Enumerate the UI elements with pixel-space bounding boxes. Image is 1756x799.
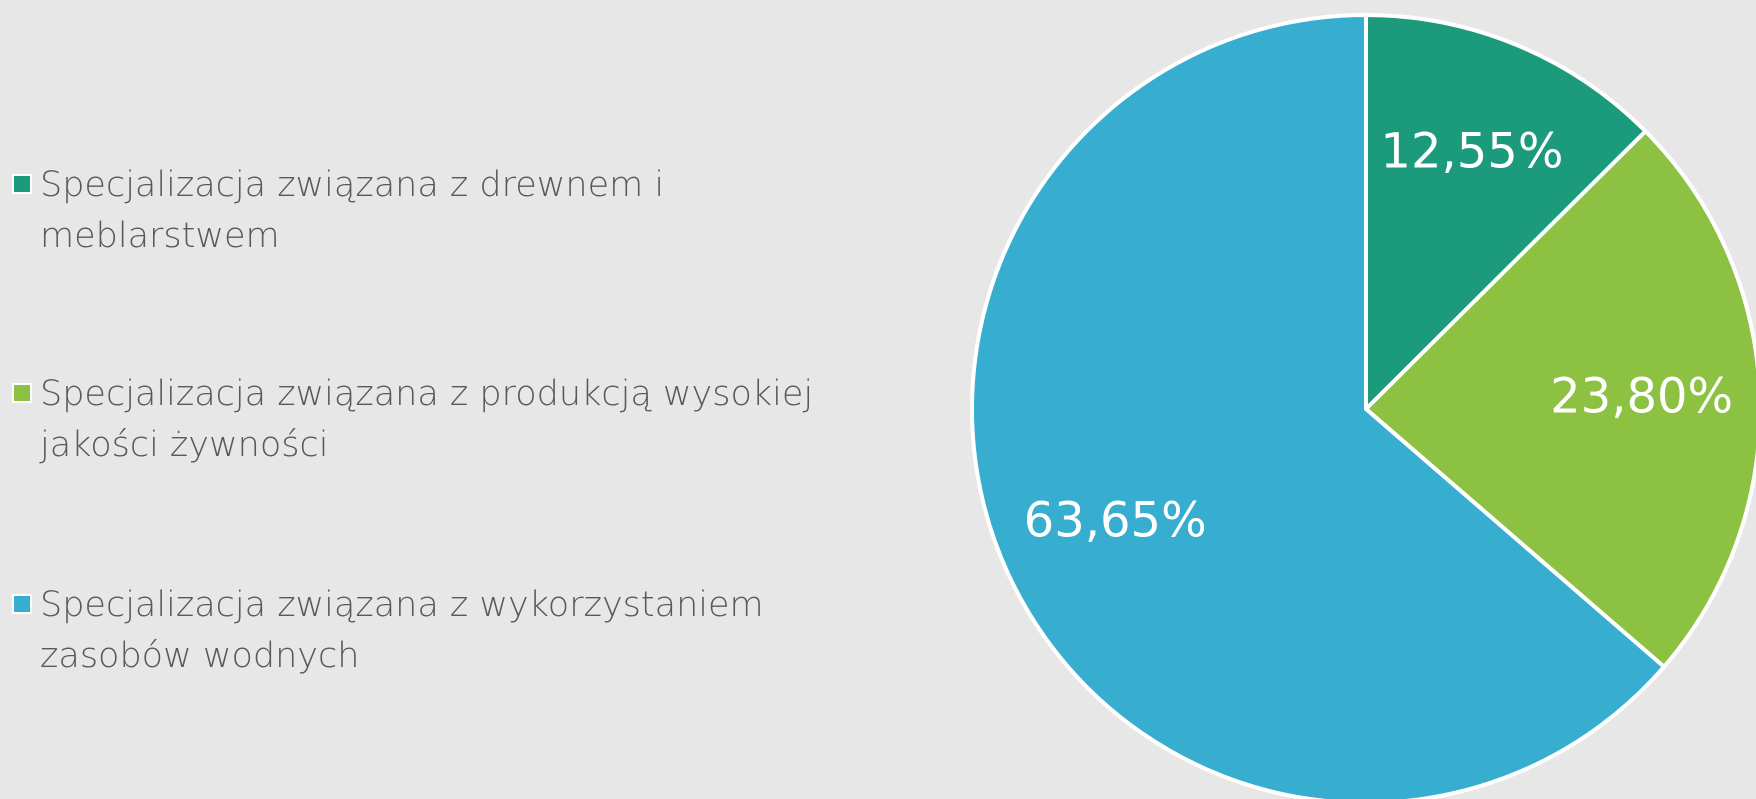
legend-swatch — [12, 594, 32, 614]
legend-swatch — [12, 383, 32, 403]
legend-swatch — [12, 174, 32, 194]
legend-label: Specjalizacja związana z drewnem i mebla… — [40, 165, 665, 256]
data-label: 63,65% — [1024, 493, 1207, 549]
legend-label: Specjalizacja związana z wykorzystaniem … — [40, 585, 764, 676]
legend-entry: Specjalizacja związana z drewnem i mebla… — [12, 160, 912, 262]
legend-entry: Specjalizacja związana z wykorzystaniem … — [12, 580, 912, 682]
legend-entry: Specjalizacja związana z produkcją wysok… — [12, 369, 912, 471]
pie-slice — [1364, 12, 1649, 414]
pie-slice — [970, 12, 1667, 799]
data-label: 23,80% — [1550, 368, 1733, 424]
legend-label: Specjalizacja związana z produkcją wysok… — [40, 374, 814, 465]
pie-slice — [1363, 128, 1756, 670]
data-label: 12,55% — [1380, 123, 1563, 179]
